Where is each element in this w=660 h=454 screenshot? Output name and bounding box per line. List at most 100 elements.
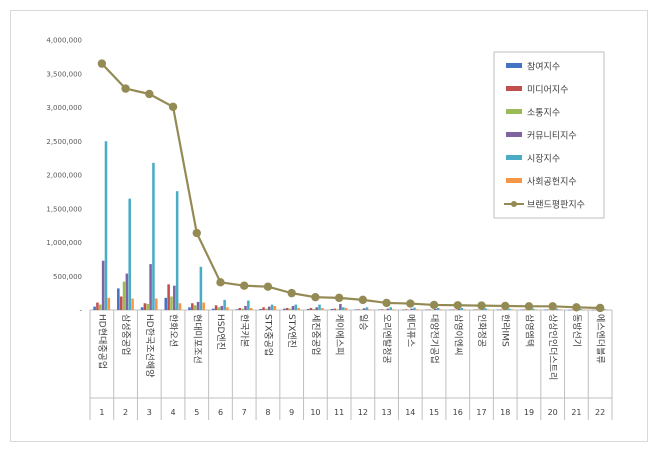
bar [605,309,609,311]
x-category-label: 한화오션 [168,314,179,347]
bar [318,304,321,310]
brand-index-point [358,295,368,305]
brand-index-point [572,303,581,312]
brand-index-line [101,62,601,310]
x-index-label: 3 [147,408,152,417]
bar [460,307,464,310]
bar [309,307,313,310]
bar [330,308,334,310]
bar [333,308,336,310]
x-category-label: 인화정공 [476,314,487,347]
bar [146,303,150,310]
x-index-label: 10 [310,408,320,417]
x-category-label: HD한국조선해양 [144,314,155,377]
brand-index-point [548,302,557,311]
legend-label: 참여지수 [527,61,560,73]
bar [173,285,176,310]
bar [496,309,500,311]
brand-index-point [382,298,391,308]
bar [265,308,268,310]
bar [386,308,390,310]
bar [128,198,131,310]
legend-swatch [506,86,522,91]
bar [288,308,292,310]
bar [143,303,147,310]
bar [478,309,482,311]
brand-index-point [311,292,320,302]
brand-index-point [121,84,130,93]
legend-label: 소통지수 [527,108,560,119]
bar [534,309,538,310]
bar [223,299,226,310]
bar [273,305,277,310]
brand-index-point [477,301,486,310]
x-index-label: 14 [405,408,415,417]
bar [567,309,571,311]
bar [117,288,120,310]
x-category-label: STX중공업 [262,314,273,356]
bar [383,309,387,310]
x-index-label: 15 [429,408,439,417]
bar [357,309,360,310]
brand-index-point [97,59,107,68]
bar [594,309,597,311]
x-index-label: 1 [99,408,104,417]
bar [368,309,372,310]
brand-index-point [334,293,344,303]
legend-marker [511,201,517,207]
bar [362,308,366,310]
bar [321,307,324,310]
bar [555,308,559,310]
x-category-label: STX엔진 [286,314,297,348]
x-index-label: 18 [500,408,510,417]
x-category-label: 케이에스피 [334,314,345,355]
y-tick-label: - [79,307,82,315]
bar [235,309,239,310]
bar [170,296,173,310]
bar [407,309,411,310]
legend-swatch [506,178,522,183]
x-index-label: 20 [548,408,558,417]
bar [484,308,487,310]
x-category-label: 한라IMS [500,314,511,347]
bar [449,309,452,311]
bar [389,307,392,310]
bar [214,305,218,310]
x-index-label: 13 [381,408,391,417]
legend-swatch [506,155,522,160]
bar [439,309,443,310]
bar [315,307,318,310]
bar [167,284,170,310]
legend-swatch [506,132,522,137]
y-tick-label: 3,500,000 [46,70,82,78]
y-tick-label: 1,000,000 [46,239,82,247]
brand-index-point [524,302,534,311]
bar [520,309,523,311]
bar [413,307,416,310]
bar [140,307,144,310]
bar [502,309,505,311]
y-tick-label: 500,000 [53,273,82,281]
bar [93,306,96,310]
x-index-label: 22 [595,408,605,417]
brand-index-point [263,282,273,291]
bar [454,309,458,311]
bar [283,308,286,310]
bar [262,307,265,310]
brand-index-point [501,301,510,311]
bar [425,309,429,311]
x-category-label: 삼영엠텍 [523,314,535,347]
bar [247,300,250,310]
x-index-label: 8 [265,408,270,417]
x-index-label: 9 [289,408,294,417]
bar [238,307,242,310]
x-index-label: 11 [334,408,344,417]
bar [99,304,102,310]
bar [217,307,221,310]
x-category-label: 메디퓨스 [405,314,416,347]
bar [291,305,295,310]
y-tick-label: 3,000,000 [46,104,82,112]
y-tick-label: 1,500,000 [46,205,82,213]
bar [101,260,105,310]
legend-label: 미디어지수 [527,85,568,96]
